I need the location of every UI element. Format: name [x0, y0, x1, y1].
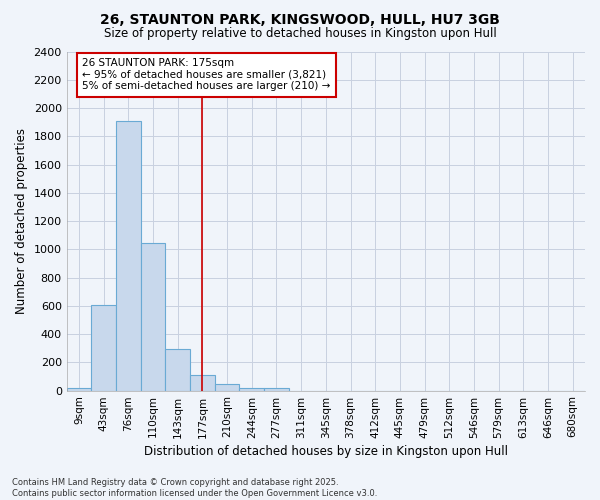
Bar — [141, 243, 166, 390]
Y-axis label: Number of detached properties: Number of detached properties — [15, 128, 28, 314]
Bar — [166, 349, 190, 391]
Bar — [116, 122, 141, 390]
Text: 26 STAUNTON PARK: 175sqm
← 95% of detached houses are smaller (3,821)
5% of semi: 26 STAUNTON PARK: 175sqm ← 95% of detach… — [82, 58, 331, 92]
Bar — [190, 375, 215, 390]
Text: Size of property relative to detached houses in Kingston upon Hull: Size of property relative to detached ho… — [104, 28, 496, 40]
Bar — [239, 388, 264, 390]
X-axis label: Distribution of detached houses by size in Kingston upon Hull: Distribution of detached houses by size … — [144, 444, 508, 458]
Text: Contains HM Land Registry data © Crown copyright and database right 2025.
Contai: Contains HM Land Registry data © Crown c… — [12, 478, 377, 498]
Bar — [67, 388, 91, 390]
Text: 26, STAUNTON PARK, KINGSWOOD, HULL, HU7 3GB: 26, STAUNTON PARK, KINGSWOOD, HULL, HU7 … — [100, 12, 500, 26]
Bar — [264, 388, 289, 390]
Bar — [91, 305, 116, 390]
Bar — [215, 384, 239, 390]
